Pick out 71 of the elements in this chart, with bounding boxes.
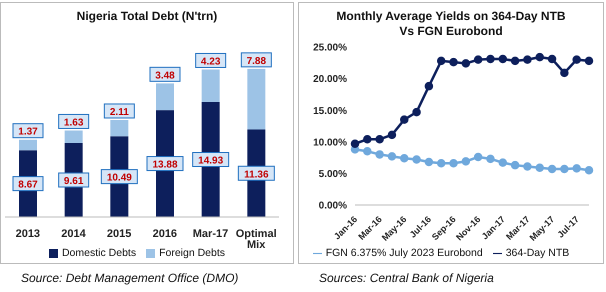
point [400, 154, 409, 162]
x-tick-label: 2016 [152, 228, 178, 240]
data-label: 1.37 [18, 126, 38, 138]
point [388, 152, 396, 161]
point [523, 162, 532, 171]
y-tick-label: 25.00% [313, 42, 348, 54]
point [510, 56, 520, 66]
point [462, 59, 470, 68]
point [535, 163, 544, 172]
data-label: 11.36 [244, 169, 269, 180]
point [474, 152, 482, 162]
point [424, 158, 434, 166]
chart-title: Monthly Average Yields on 364-Day NTB Vs FGN Eurobond [335, 8, 567, 40]
point [388, 130, 396, 140]
point [486, 154, 495, 164]
x-tick-label: Optimal Mix [236, 228, 277, 251]
point [572, 55, 581, 64]
x-tick-label: 2015 [106, 228, 132, 240]
x-tick-label: 2014 [61, 228, 87, 240]
data-label: 13.88 [152, 160, 178, 171]
point [449, 58, 458, 66]
legend-label: Domestic Debts [62, 247, 136, 259]
point [584, 56, 594, 66]
legend-label: Foreign Debts [159, 247, 226, 259]
x-tick-label: Mar-17 [192, 228, 228, 240]
data-label: 8.67 [18, 180, 38, 191]
point [548, 164, 556, 174]
point [363, 147, 372, 156]
point [535, 52, 544, 62]
point [560, 68, 569, 78]
point [498, 54, 508, 64]
legend-label: 364-Day NTB [506, 247, 570, 259]
y-tick-label: 5.00% [318, 168, 348, 180]
source-note: Source: Debt Management Office (DMO) [21, 271, 238, 285]
point [474, 55, 482, 64]
point [436, 159, 446, 168]
y-tick-label: 15.00% [313, 106, 348, 117]
point [400, 115, 409, 124]
point [486, 54, 495, 64]
point [424, 82, 434, 90]
data-label: 10.49 [106, 172, 132, 184]
point [449, 159, 458, 168]
point [523, 55, 532, 64]
data-label: 9.61 [64, 176, 84, 187]
data-label: 7.88 [246, 56, 266, 67]
point [350, 139, 360, 148]
data-label: 2.11 [110, 106, 130, 118]
data-label: 14.93 [198, 156, 224, 167]
data-label: 1.63 [64, 117, 84, 128]
data-label: 3.48 [155, 70, 176, 82]
point [584, 166, 594, 174]
point [498, 158, 508, 167]
y-tick-label: 0.00% [318, 200, 348, 212]
legend-label: FGN 6.375% July 2023 Eurobond [326, 247, 483, 259]
data-label: 4.23 [200, 56, 221, 68]
point [510, 160, 520, 170]
point [572, 164, 581, 173]
point [548, 54, 556, 64]
y-tick-label: 20.00% [313, 74, 348, 86]
chart-title: Nigeria Total Debt (N'trn) [76, 8, 218, 25]
point [412, 155, 421, 164]
point [375, 150, 384, 159]
point [436, 56, 446, 66]
point [560, 164, 569, 174]
point [363, 135, 372, 144]
x-tick-label: 2013 [16, 228, 40, 240]
y-tick-label: 10.00% [313, 137, 348, 148]
point [375, 135, 384, 144]
point [462, 157, 470, 166]
source-note: Sources: Central Bank of Nigeria [319, 271, 494, 285]
point [412, 108, 421, 116]
